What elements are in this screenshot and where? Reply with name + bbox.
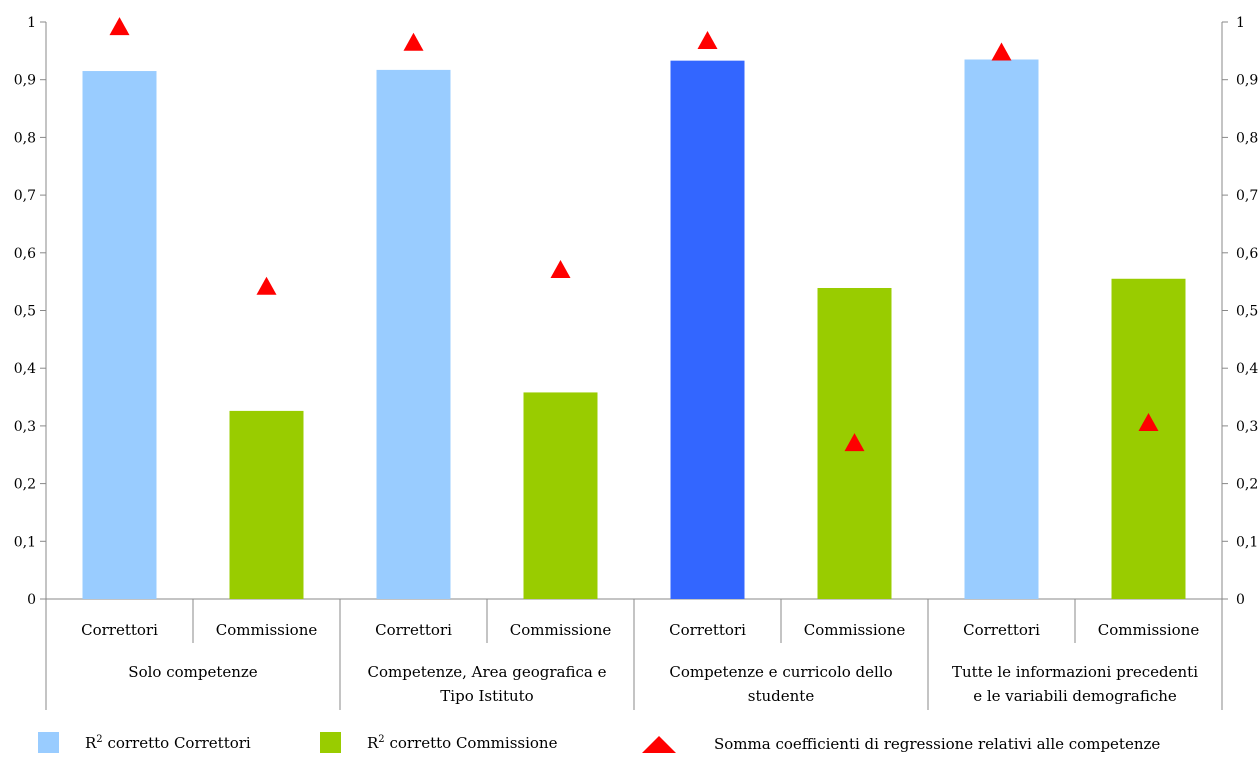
y-tick-label-right: 0,7 xyxy=(1236,188,1258,204)
triangle-marker-1 xyxy=(109,17,130,36)
x-group-label: Competenze, Area geografica e xyxy=(368,663,607,681)
bar-commissione-4 xyxy=(1111,278,1186,599)
y-tick-label-right: 0,1 xyxy=(1236,534,1258,550)
legend-triangle-icon xyxy=(642,735,676,753)
bar-commissione-2 xyxy=(523,392,598,599)
x-group-label: Tutte le informazioni precedenti xyxy=(952,663,1198,681)
x-group-label: studente xyxy=(748,687,815,705)
y-tick-label-left: 0,2 xyxy=(14,477,36,493)
y-tick-label-right: 0,3 xyxy=(1236,419,1258,435)
legend-label-somma: Somma coefficienti di regressione relati… xyxy=(714,735,1161,753)
triangle-marker-7 xyxy=(991,42,1012,61)
bar-correttori-4 xyxy=(964,59,1039,599)
y-tick-label-left: 0,7 xyxy=(14,188,36,204)
legend-item-commissione: R2 corretto Commissione xyxy=(320,732,557,753)
triangle-marker-5 xyxy=(697,30,718,49)
y-tick-label-right: 0,8 xyxy=(1236,130,1258,146)
x-axis-labels: Correttori Commissione Correttori Commissio… xyxy=(45,599,1223,710)
y-tick-label-left: 1 xyxy=(27,15,36,31)
y-tick-label-right: 0,4 xyxy=(1236,361,1258,377)
x-category-label: Commissione xyxy=(510,621,612,639)
legend-item-correttori: R2 corretto Correttori xyxy=(38,732,251,753)
y-tick-label-right: 1 xyxy=(1236,15,1245,31)
y-tick-label-left: 0,5 xyxy=(14,304,36,320)
y-tick-label-right: 0,6 xyxy=(1236,246,1258,262)
x-group-label: Competenze e curricolo dello xyxy=(669,663,892,681)
legend-item-somma: Somma coefficienti di regressione relati… xyxy=(642,735,1160,753)
y-tick-label-left: 0,4 xyxy=(14,361,36,377)
y-tick-label-left: 0,3 xyxy=(14,419,36,435)
x-category-label: Correttori xyxy=(669,621,746,639)
y-tick-label-right: 0,9 xyxy=(1236,73,1258,89)
legend-label-commissione: R2 corretto Commissione xyxy=(367,733,558,752)
triangle-marker-4 xyxy=(550,260,571,279)
y-tick-label-left: 0,9 xyxy=(14,73,36,89)
y-tick-label-right: 0,5 xyxy=(1236,304,1258,320)
bars xyxy=(82,59,1186,600)
x-group-label: Solo competenze xyxy=(128,663,258,681)
y-tick-label-left: 0,6 xyxy=(14,246,36,262)
triangle-markers xyxy=(109,17,1159,452)
legend-label-correttori: R2 corretto Correttori xyxy=(85,733,251,752)
bar-commissione-1 xyxy=(229,410,304,599)
y-tick-label-left: 0 xyxy=(27,592,36,608)
x-category-label: Commissione xyxy=(804,621,906,639)
bar-correttori-1 xyxy=(82,71,157,600)
legend-swatch-commissione xyxy=(320,732,341,753)
triangle-marker-8 xyxy=(1138,412,1159,431)
x-category-label: Commissione xyxy=(216,621,318,639)
legend-swatch-correttori xyxy=(38,732,59,753)
axes xyxy=(45,22,1223,600)
x-group-label: e le variabili demografiche xyxy=(973,687,1177,705)
x-category-label: Correttori xyxy=(375,621,452,639)
x-group-label: Tipo Istituto xyxy=(440,687,533,705)
triangle-marker-2 xyxy=(256,276,277,295)
triangle-marker-6 xyxy=(844,433,865,452)
y-tick-label-left: 0,1 xyxy=(14,534,36,550)
y-axis-left: 0 0,1 0,2 0,3 0,4 0,5 0,6 0,7 0,8 0,9 1 xyxy=(14,15,46,608)
x-category-label: Correttori xyxy=(963,621,1040,639)
y-axis-right: 0 0,1 0,2 0,3 0,4 0,5 0,6 0,7 0,8 0,9 1 xyxy=(1222,15,1258,608)
triangle-marker-3 xyxy=(403,32,424,51)
y-tick-label-right: 0,2 xyxy=(1236,477,1258,493)
y-tick-label-right: 0 xyxy=(1236,592,1245,608)
y-tick-label-left: 0,8 xyxy=(14,130,36,146)
bar-correttori-2 xyxy=(376,69,451,600)
x-category-label: Commissione xyxy=(1098,621,1200,639)
x-category-label: Correttori xyxy=(81,621,158,639)
bar-correttori-3 xyxy=(670,60,745,600)
